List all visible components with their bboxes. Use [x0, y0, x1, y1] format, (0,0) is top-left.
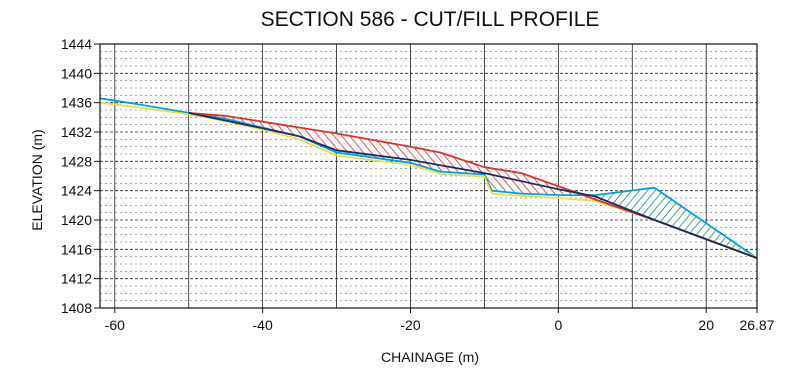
- y-tick-label: 1424: [61, 183, 92, 199]
- plot-frame: [99, 43, 758, 309]
- y-tick-label: 1444: [61, 36, 92, 52]
- x-tick-label: 26.87: [739, 317, 774, 333]
- y-tick-label: 1408: [61, 300, 92, 316]
- chart-title: SECTION 586 - CUT/FILL PROFILE: [261, 8, 600, 31]
- y-axis: 1408 1412 1416 1420 1424 1428 1432 1436 1440 1444: [61, 36, 100, 316]
- profile-line-2: [188, 112, 758, 259]
- profile-lines: [99, 97, 758, 259]
- y-tick-label: 1420: [61, 212, 92, 228]
- x-tick-label: -60: [105, 317, 125, 333]
- y-tick-label: 1416: [61, 241, 92, 257]
- fill-region: [594, 187, 758, 259]
- x-axis-title: CHAINAGE (m): [381, 349, 479, 365]
- x-tick-label: 0: [554, 317, 562, 333]
- profile-line-0: [99, 97, 758, 259]
- y-axis-title: ELEVATION (m): [29, 129, 45, 230]
- y-tick-label: 1440: [61, 65, 92, 81]
- y-tick-label: 1436: [61, 95, 92, 111]
- profile-line-3: [188, 112, 758, 259]
- y-tick-label: 1432: [61, 124, 92, 140]
- x-tick-label: -40: [253, 317, 273, 333]
- y-tick-label: 1412: [61, 271, 92, 287]
- cut-fill-regions: [188, 112, 758, 259]
- x-tick-label: 20: [698, 317, 714, 333]
- profile-line-1: [99, 101, 758, 259]
- y-tick-label: 1428: [61, 153, 92, 169]
- x-tick-label: -20: [400, 317, 420, 333]
- x-axis: -60 -40 -20 0 20 26.87: [105, 308, 775, 333]
- grid-lines: [100, 43, 757, 309]
